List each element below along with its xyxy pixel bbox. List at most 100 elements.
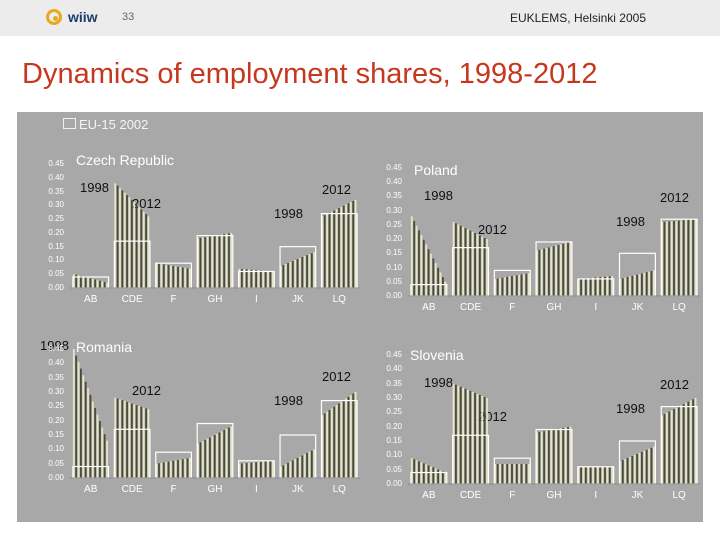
y-tick-label: 0.15 <box>386 436 402 445</box>
bar <box>689 219 692 296</box>
bar <box>308 254 311 288</box>
bar <box>643 272 646 296</box>
bar <box>257 462 260 478</box>
bar <box>282 264 285 288</box>
bar <box>496 463 499 484</box>
bar <box>82 276 85 288</box>
bar <box>145 213 147 288</box>
bar <box>557 245 560 296</box>
bar <box>333 406 336 478</box>
bar <box>321 414 324 478</box>
bar <box>665 412 668 484</box>
bar <box>155 463 158 478</box>
bar <box>442 471 444 484</box>
bar <box>624 277 627 296</box>
bar <box>130 403 133 478</box>
y-tick-label: 0.35 <box>48 372 64 382</box>
x-tick-label: AB <box>422 302 436 313</box>
bar <box>269 461 272 478</box>
bar <box>289 262 292 288</box>
bar <box>162 264 165 288</box>
bar <box>250 269 253 288</box>
y-tick-label: 0.30 <box>386 205 402 215</box>
bar <box>680 405 683 484</box>
bar <box>673 409 675 484</box>
bar <box>626 457 629 484</box>
bar <box>84 277 87 288</box>
bar <box>267 461 269 478</box>
bar <box>116 185 119 288</box>
bar <box>72 274 75 288</box>
bar <box>587 278 590 296</box>
y-tick-label: 0.00 <box>386 291 402 300</box>
bar <box>641 273 643 296</box>
bar <box>197 238 199 288</box>
bar <box>462 387 464 484</box>
bar <box>354 392 357 478</box>
bar <box>91 401 94 478</box>
bar <box>87 277 89 288</box>
bar <box>629 456 631 484</box>
chart-title: Czech Republic <box>76 152 175 168</box>
bar <box>494 278 497 296</box>
bar <box>481 236 484 296</box>
bar <box>116 398 119 478</box>
bar <box>99 280 101 288</box>
bar <box>103 434 106 478</box>
bar <box>162 462 165 478</box>
bar <box>245 463 248 478</box>
bar <box>508 276 511 296</box>
x-tick-label: AB <box>422 490 436 501</box>
bar <box>543 431 546 484</box>
bar <box>114 397 117 478</box>
bar <box>121 400 124 478</box>
bar <box>128 402 131 478</box>
x-tick-label: LQ <box>332 294 346 305</box>
bar <box>523 463 525 484</box>
bar <box>626 277 629 296</box>
bar <box>631 455 634 484</box>
bar <box>230 232 233 288</box>
bar <box>587 466 590 484</box>
bar <box>252 462 255 478</box>
bar <box>663 221 666 296</box>
bar <box>511 276 513 296</box>
bar <box>264 270 267 288</box>
bar <box>308 451 311 478</box>
bar <box>291 261 294 288</box>
bar <box>142 211 145 288</box>
bar <box>589 277 592 296</box>
bar <box>296 457 299 478</box>
bar <box>494 463 497 484</box>
y-tick-label: 0.15 <box>386 248 402 258</box>
bar <box>228 233 230 288</box>
bar <box>342 205 345 288</box>
chart-title: Romania <box>76 339 133 355</box>
bar <box>147 216 150 288</box>
bar <box>342 400 345 478</box>
bar <box>345 398 347 478</box>
bar <box>179 267 182 288</box>
bar <box>413 221 416 296</box>
bar <box>284 263 287 288</box>
bar <box>452 383 455 484</box>
bar <box>685 402 687 484</box>
bar <box>564 243 567 296</box>
x-tick-label: I <box>255 294 258 305</box>
bar <box>186 268 189 288</box>
bar <box>296 259 299 288</box>
bar <box>99 421 101 478</box>
bar <box>158 463 160 478</box>
bar <box>96 280 99 288</box>
bar <box>181 267 184 288</box>
bar <box>432 258 435 296</box>
x-tick-label: F <box>170 484 177 495</box>
y-tick-label: 0.10 <box>386 450 402 460</box>
bar <box>252 269 255 288</box>
series-annotation: 1998 <box>274 393 303 408</box>
bar <box>550 429 553 484</box>
bar <box>303 454 306 478</box>
bar <box>123 192 126 288</box>
bar <box>503 277 506 296</box>
x-tick-label: JK <box>631 302 644 313</box>
